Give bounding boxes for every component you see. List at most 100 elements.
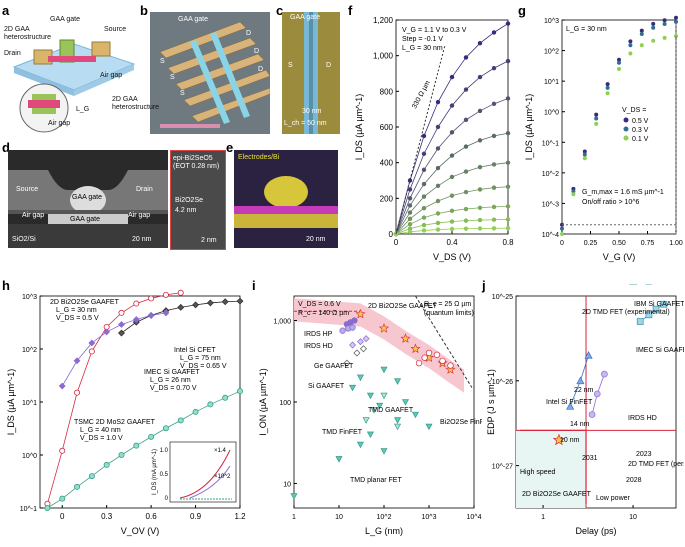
y-tick-label: 400 xyxy=(380,159,394,168)
label-air-gap-zoom: Air gap xyxy=(48,120,71,127)
x-tick-label: 10^3 xyxy=(422,514,437,521)
data-point xyxy=(103,328,111,336)
data-point xyxy=(378,323,390,333)
x-tick-label: 1 xyxy=(541,514,545,521)
x-tick-label: 0.3 xyxy=(101,512,113,521)
legend-marker xyxy=(623,135,629,141)
data-point xyxy=(435,124,441,130)
data-point xyxy=(491,133,497,139)
data-point xyxy=(617,66,621,71)
data-point xyxy=(477,108,483,114)
annotation: Step = -0.1 V xyxy=(402,36,443,43)
data-point xyxy=(435,146,441,151)
data-point xyxy=(601,370,608,378)
data-point xyxy=(421,151,427,156)
label-bi2o2se: Bi2O2Se xyxy=(175,197,204,204)
inset-y-axis-label: I_DS (mA µm^-1) xyxy=(152,449,158,495)
data-point xyxy=(491,30,497,35)
label-source: Source xyxy=(104,26,127,33)
legend-param: V_DS = 1.0 V xyxy=(80,435,123,442)
data-point xyxy=(118,321,125,328)
y-tick-label: 200 xyxy=(380,194,394,203)
data-point xyxy=(351,317,358,324)
data-point xyxy=(477,164,483,170)
annotation: 22 nm xyxy=(574,387,594,394)
data-point xyxy=(449,226,455,232)
tem-cross-section xyxy=(8,150,168,248)
scale-bar-2nm: 2 nm xyxy=(201,237,217,244)
data-point xyxy=(639,43,644,48)
data-point xyxy=(118,329,125,337)
data-point xyxy=(628,39,633,44)
data-point xyxy=(463,226,469,231)
data-point xyxy=(651,21,656,26)
label-s: S xyxy=(288,62,293,69)
label-drain: Drain xyxy=(4,50,21,57)
legend-title: V_DS = xyxy=(622,107,646,114)
label-lg-mark: L_G xyxy=(76,106,90,113)
x-tick-label: 0.25 xyxy=(584,240,598,247)
chart-g-transfer-curves: 10^-4 10^-3 10^-2 10^-1 10^0 10^1 10^2 10^3 0 0.2… xyxy=(524,15,683,262)
data-point xyxy=(118,309,125,316)
inset-y-tick-label: 0.5 xyxy=(160,472,169,478)
annotation: V_G = 1.1 V to 0.3 V xyxy=(402,27,467,34)
data-point xyxy=(449,208,455,214)
data-point xyxy=(362,335,370,343)
x-tick-label: 1.00 xyxy=(669,240,683,247)
data-point xyxy=(588,411,596,418)
legend-marker xyxy=(623,126,629,132)
data-point xyxy=(162,309,170,317)
data-point xyxy=(560,232,564,236)
data-point xyxy=(421,194,427,199)
data-point xyxy=(505,58,511,64)
data-point xyxy=(505,96,511,101)
data-point xyxy=(74,389,81,396)
annotation: Si GAAFET xyxy=(308,383,345,390)
data-point xyxy=(206,299,214,307)
x-tick-label: 1 xyxy=(292,514,296,521)
x-tick-label: 10 xyxy=(629,514,637,521)
label-electrodes-bi: Electrodes/Bi xyxy=(238,154,280,161)
data-point xyxy=(435,220,441,226)
data-point xyxy=(407,187,413,192)
legend-param: V_DS = 0.70 V xyxy=(150,385,197,392)
label-d: D xyxy=(254,48,260,55)
data-point xyxy=(463,218,469,223)
chart-h-benchmark-transfer: 10^-1 10^0 10^1 10^2 10^3 0 0.3 0.6 0.9 1.2 V_OV (… xyxy=(6,289,246,536)
y-tick-label: 800 xyxy=(380,87,394,96)
data-point xyxy=(353,349,361,357)
data-point xyxy=(594,112,599,117)
label-2d-gaa-heterostructure-b: 2D GAA heterostructure xyxy=(112,96,160,111)
data-point xyxy=(605,85,610,90)
data-point xyxy=(566,402,575,410)
label-thickness: 4.2 nm xyxy=(175,207,197,214)
data-point xyxy=(594,116,599,121)
data-point xyxy=(290,493,298,500)
annotation: G_m,max = 1.6 mS µm^-1 xyxy=(582,189,664,196)
data-point xyxy=(44,504,51,511)
data-point xyxy=(505,217,511,222)
data-point xyxy=(582,152,587,157)
legend-entry: Intel Si CFET xyxy=(174,347,216,354)
data-point xyxy=(639,31,644,36)
data-point xyxy=(433,351,441,358)
data-point xyxy=(576,376,585,385)
panel-letter-g: g xyxy=(518,3,526,18)
data-point xyxy=(335,456,343,463)
data-point xyxy=(491,204,497,210)
panel-letter-j: j xyxy=(482,278,486,293)
legend-param: L_G = 30 nm xyxy=(56,307,97,314)
data-point xyxy=(552,433,566,446)
data-point xyxy=(88,473,95,480)
annotation: 2D Bi2O2Se GAAFET xyxy=(368,303,438,310)
data-point xyxy=(133,442,140,449)
series-line xyxy=(395,23,509,235)
annotation: 2D TMD FET (experimental) xyxy=(582,309,670,316)
data-point xyxy=(491,226,497,231)
legend-entry: TSMC 2D MoS2 GAAFET xyxy=(74,419,156,426)
x-tick-label: 10^4 xyxy=(467,514,482,521)
data-point xyxy=(421,133,427,139)
y-tick-label: 10^-1 xyxy=(20,506,37,513)
annotation: TMD GAAFET xyxy=(368,407,414,414)
data-point xyxy=(366,392,374,400)
